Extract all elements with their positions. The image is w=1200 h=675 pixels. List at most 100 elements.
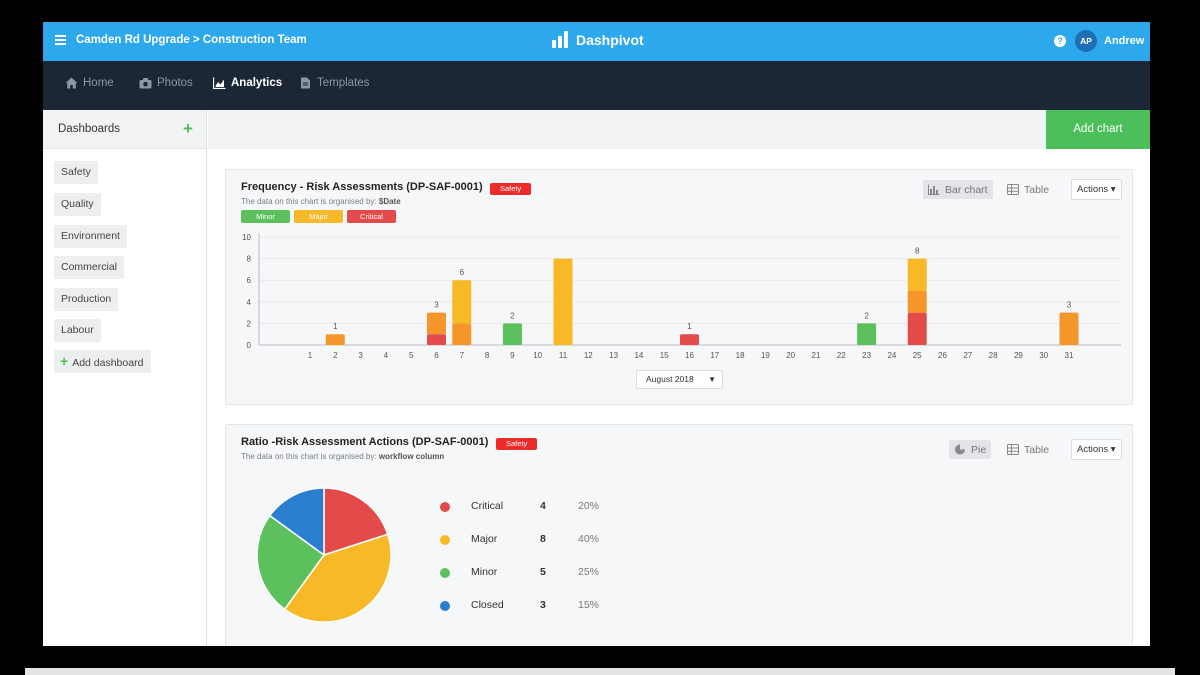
x-tick-label: 9 — [510, 351, 515, 360]
month-select-value: August 2018 — [646, 374, 694, 384]
sidebar-title: Dashboards — [58, 123, 121, 135]
x-tick-label: 8 — [485, 351, 490, 360]
bar — [680, 334, 699, 345]
pie-legend-count: 5 — [540, 566, 546, 578]
x-tick-label: 21 — [812, 351, 821, 360]
hamburger-menu-icon[interactable] — [55, 35, 66, 45]
x-tick-label: 7 — [460, 351, 465, 360]
sidebar-header: Dashboards + — [43, 110, 206, 149]
x-tick-label: 25 — [913, 351, 922, 360]
bar-total-label: 2 — [864, 311, 869, 320]
nav-label: Templates — [317, 77, 370, 89]
x-tick-label: 5 — [409, 351, 414, 360]
pie-legend-item[interactable]: Closed 3 15% — [440, 599, 599, 613]
nav-templates[interactable]: Templates — [299, 77, 369, 89]
legend-major[interactable]: Major — [294, 210, 343, 223]
table-view-button[interactable]: Table — [1002, 180, 1054, 199]
legend-minor[interactable]: Minor — [241, 210, 290, 223]
ratio-pie-chart — [256, 487, 392, 623]
legend-dot — [440, 601, 450, 611]
x-tick-label: 3 — [358, 351, 363, 360]
x-tick-label: 29 — [1014, 351, 1023, 360]
bar-total-label: 8 — [915, 247, 920, 256]
pie-legend-label: Minor — [471, 566, 498, 578]
y-tick-label: 10 — [242, 233, 251, 242]
pie-slice — [283, 533, 392, 623]
app-screen: Camden Rd Upgrade > Construction Team Da… — [43, 22, 1150, 646]
sidebar-item-production[interactable]: Production — [54, 288, 119, 311]
x-tick-label: 31 — [1065, 351, 1074, 360]
actions-dropdown[interactable]: Actions ▾ — [1071, 179, 1122, 200]
bar-segment — [502, 323, 522, 345]
bar-segment — [553, 258, 573, 345]
bar-total-label: 3 — [434, 301, 439, 310]
add-dashboard-plus-icon[interactable]: + — [183, 119, 193, 138]
pie-legend-percent: 20% — [578, 500, 600, 512]
table-icon — [1007, 184, 1019, 195]
x-tick-label: 19 — [761, 351, 770, 360]
bar-total-label: 3 — [1067, 301, 1072, 310]
bar — [553, 258, 573, 345]
pie-label: Pie — [971, 443, 987, 456]
table-view-button[interactable]: Table — [1002, 440, 1054, 459]
main-header — [208, 110, 1150, 149]
bar-segment — [907, 258, 927, 291]
add-chart-button[interactable]: Add chart — [1046, 110, 1150, 149]
pie-legend-item[interactable]: Critical 4 20% — [440, 500, 599, 514]
month-select[interactable]: August 2018 ▼ — [636, 370, 723, 389]
subtitle-field: workflow column — [378, 452, 445, 461]
add-dashboard-button[interactable]: + Add dashboard — [54, 350, 152, 373]
sidebar-item-environment[interactable]: Environment — [54, 225, 127, 248]
sidebar-item-labour[interactable]: Labour — [54, 319, 101, 342]
pie-legend-item[interactable]: Minor 5 25% — [440, 566, 599, 580]
pie-slice — [323, 487, 389, 557]
sidebar-item-safety[interactable]: Safety — [54, 161, 98, 184]
actions-dropdown[interactable]: Actions ▾ — [1071, 439, 1122, 460]
bar — [325, 334, 345, 345]
username[interactable]: Andrew — [1104, 35, 1145, 47]
subtitle-prefix: The data on this chart is organised by: — [241, 452, 377, 461]
bar — [857, 323, 877, 345]
x-tick-label: 18 — [736, 351, 745, 360]
avatar[interactable]: AP — [1075, 30, 1097, 52]
sidebar-item-commercial[interactable]: Commercial — [54, 256, 125, 279]
caret-down-icon: ▼ — [708, 375, 716, 384]
x-tick-label: 16 — [685, 351, 694, 360]
pie-chart-icon — [955, 444, 965, 455]
bar-chart-view-button[interactable]: Bar chart — [923, 180, 993, 199]
frequency-chart-title: Frequency - Risk Assessments (DP-SAF-000… — [241, 181, 483, 193]
bar-segment — [452, 323, 472, 345]
bar-chart-label: Bar chart — [945, 183, 988, 196]
nav-analytics[interactable]: Analytics — [213, 77, 282, 89]
x-tick-label: 11 — [559, 351, 568, 360]
legend-critical[interactable]: Critical — [347, 210, 396, 223]
bar-segment — [680, 334, 699, 345]
document-icon — [301, 77, 310, 89]
sidebar-item-quality[interactable]: Quality — [54, 193, 101, 216]
breadcrumb[interactable]: Camden Rd Upgrade > Construction Team — [76, 34, 307, 46]
x-tick-label: 22 — [837, 351, 846, 360]
caret-down-icon: ▾ — [1110, 184, 1116, 195]
bar-segment — [907, 291, 927, 313]
bar — [1059, 312, 1079, 345]
bar-segment — [1059, 312, 1079, 345]
caret-down-icon: ▾ — [1110, 444, 1116, 455]
pie-legend-item[interactable]: Major 8 40% — [440, 533, 599, 547]
add-dashboard-label: Add dashboard — [72, 357, 144, 369]
pie-view-button[interactable]: Pie — [949, 440, 992, 459]
main-nav: Home Photos Analytics Templates — [43, 61, 1150, 110]
pie-legend-label: Critical — [471, 500, 504, 512]
bar-segment — [427, 312, 446, 335]
pie-legend-percent: 40% — [578, 533, 600, 545]
legend-dot — [440, 568, 450, 578]
bar-total-label: 2 — [510, 311, 515, 320]
help-icon[interactable]: ? — [1054, 35, 1066, 47]
nav-photos[interactable]: Photos — [139, 77, 193, 89]
bar-segment — [325, 334, 345, 345]
pie-legend-label: Major — [471, 533, 498, 545]
x-tick-label: 30 — [1039, 351, 1048, 360]
x-tick-label: 6 — [434, 351, 439, 360]
pie-slice — [268, 487, 325, 557]
x-tick-label: 13 — [609, 351, 618, 360]
nav-home[interactable]: Home — [65, 77, 114, 89]
